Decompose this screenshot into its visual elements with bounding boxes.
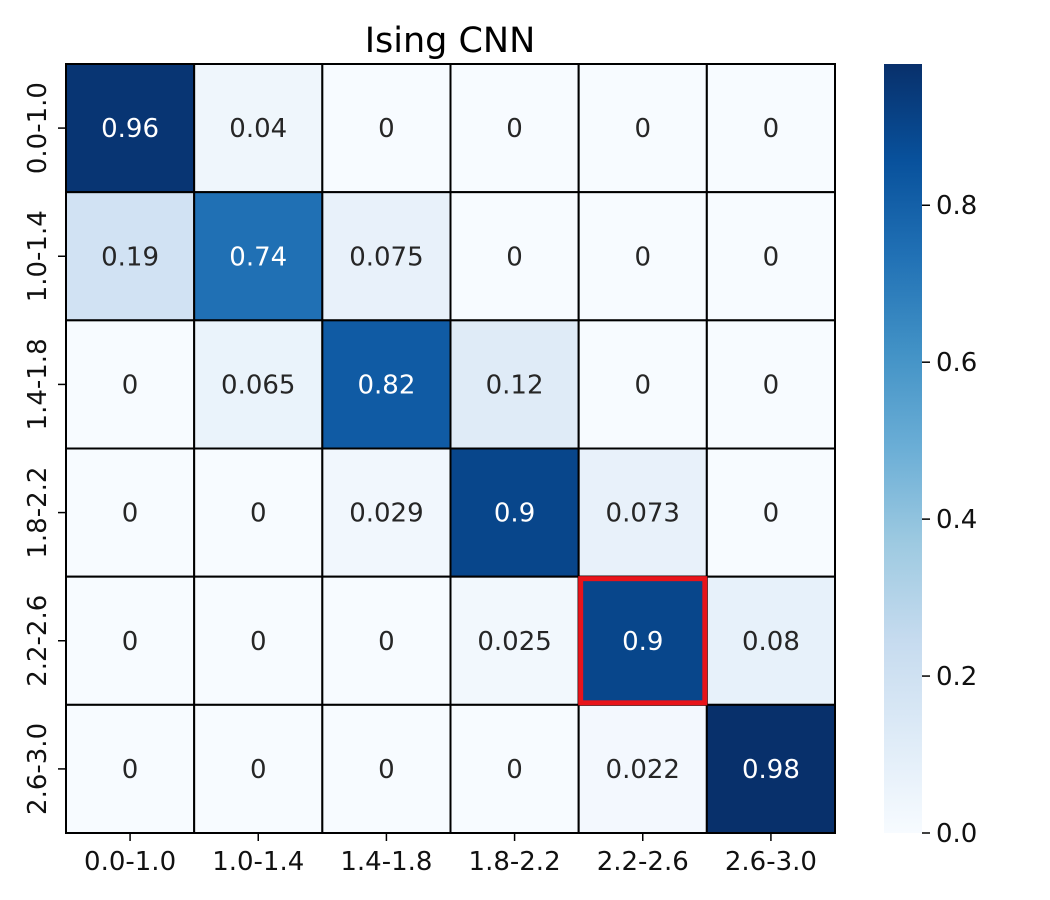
heatmap-cell-labels: 0.96 0.04 0 0 0 0 0.19 0.74 0.075 0 0 0 0 0.065 0.82 0.… (101, 114, 800, 785)
heatmap-cell-r3-c0 (65, 447, 196, 578)
x-axis: 0.0-1.0 1.0-1.4 1.4-1.8 1.8-2.2 2.2-2.6 2.6-3… (84, 833, 817, 877)
cell-label-r0-c2: 0 (378, 114, 395, 144)
colorbar-tick-label-3: 0.6 (936, 348, 977, 378)
colorbar (884, 64, 922, 833)
x-tick-label-4: 2.2-2.6 (597, 847, 689, 877)
cell-label-r0-c0: 0.96 (101, 114, 159, 144)
heatmap-cell-r0-c5 (705, 63, 836, 194)
cell-label-r1-c3: 0 (506, 242, 523, 272)
cell-label-r2-c0: 0 (122, 370, 139, 400)
y-tick-label-0: 0.0-1.0 (23, 82, 53, 174)
cell-label-r4-c2: 0 (378, 627, 395, 657)
cell-label-r4-c3: 0.025 (477, 627, 551, 657)
heatmap-cell-r4-c2 (321, 575, 452, 706)
colorbar-tick-label-0: 0.0 (936, 819, 977, 849)
y-tick-label-5: 2.6-3.0 (23, 723, 53, 815)
colorbar-tick-label-4: 0.8 (936, 191, 977, 221)
cell-label-r0-c1: 0.04 (229, 114, 287, 144)
heatmap-cell-r3-c4 (577, 447, 708, 578)
cell-label-r2-c1: 0.065 (221, 370, 295, 400)
x-tick-label-0: 0.0-1.0 (84, 847, 176, 877)
cell-label-r3-c0: 0 (122, 499, 139, 529)
colorbar-tick-label-1: 0.2 (936, 662, 977, 692)
cell-label-r3-c1: 0 (250, 499, 267, 529)
x-tick-label-5: 2.6-3.0 (725, 847, 817, 877)
cell-label-r5-c3: 0 (506, 755, 523, 785)
y-axis: 0.0-1.0 1.0-1.4 1.4-1.8 1.8-2.2 2.2-2.6 2.6-3… (23, 82, 66, 815)
chart-title: Ising CNN (365, 21, 536, 61)
cell-label-r4-c5: 0.08 (742, 627, 800, 657)
x-tick-label-2: 1.4-1.8 (340, 847, 432, 877)
heatmap-cell-r4-c4 (577, 575, 708, 706)
cell-label-r1-c1: 0.74 (229, 242, 287, 272)
cell-label-r3-c5: 0 (763, 499, 780, 529)
cell-label-r3-c3: 0.9 (494, 499, 535, 529)
heatmap-cell-r2-c3 (449, 319, 580, 450)
cell-label-r3-c4: 0.073 (606, 499, 680, 529)
heatmap-cell-r1-c3 (449, 191, 580, 322)
cell-label-r1-c2: 0.075 (349, 242, 423, 272)
heatmap-cell-r0-c1 (193, 63, 324, 194)
cell-label-r3-c2: 0.029 (349, 499, 423, 529)
heatmap-cell-r4-c0 (65, 575, 196, 706)
heatmap-cell-r5-c0 (65, 703, 196, 834)
heatmap-cells (65, 63, 836, 834)
heatmap-cell-r3-c1 (193, 447, 324, 578)
heatmap-frame (65, 63, 836, 834)
x-tick-label-3: 1.8-2.2 (469, 847, 561, 877)
highlight-box (578, 576, 708, 706)
cell-label-r1-c0: 0.19 (101, 242, 159, 272)
heatmap-cell-r0-c0 (65, 63, 196, 194)
x-tick-label-1: 1.0-1.4 (212, 847, 304, 877)
cell-label-r2-c5: 0 (763, 370, 780, 400)
cell-label-r0-c4: 0 (634, 114, 651, 144)
heatmap-cell-r5-c5 (705, 703, 836, 834)
colorbar-axis: 0.0 0.2 0.4 0.6 0.8 (922, 191, 977, 849)
highlight-rect (578, 576, 708, 706)
heatmap-cell-r2-c1 (193, 319, 324, 450)
cell-label-r5-c2: 0 (378, 755, 395, 785)
heatmap-cell-r3-c3 (449, 447, 580, 578)
y-tick-label-1: 1.0-1.4 (23, 210, 53, 302)
cell-label-r1-c5: 0 (763, 242, 780, 272)
y-tick-label-2: 1.4-1.8 (23, 338, 53, 430)
heatmap-cell-r4-c3 (449, 575, 580, 706)
cell-label-r4-c1: 0 (250, 627, 267, 657)
cell-label-r5-c4: 0.022 (606, 755, 680, 785)
cell-label-r4-c0: 0 (122, 627, 139, 657)
cell-label-r2-c3: 0.12 (486, 370, 544, 400)
cell-label-r5-c1: 0 (250, 755, 267, 785)
heatmap-cell-r3-c2 (321, 447, 452, 578)
heatmap-cell-r0-c3 (449, 63, 580, 194)
cell-label-r1-c4: 0 (634, 242, 651, 272)
y-tick-label-3: 1.8-2.2 (23, 467, 53, 559)
heatmap-cell-r1-c5 (705, 191, 836, 322)
heatmap-cell-r1-c1 (193, 191, 324, 322)
cell-label-r2-c4: 0 (634, 370, 651, 400)
cell-label-r5-c5: 0.98 (742, 755, 800, 785)
cell-label-r2-c2: 0.82 (357, 370, 415, 400)
cell-label-r4-c4: 0.9 (622, 627, 663, 657)
colorbar-tick-label-2: 0.4 (936, 505, 977, 535)
heatmap-cell-r2-c5 (705, 319, 836, 450)
cell-label-r5-c0: 0 (122, 755, 139, 785)
heatmap-cell-r2-c4 (577, 319, 708, 450)
y-tick-label-4: 2.2-2.6 (23, 595, 53, 687)
cell-label-r0-c5: 0 (763, 114, 780, 144)
cell-label-r0-c3: 0 (506, 114, 523, 144)
